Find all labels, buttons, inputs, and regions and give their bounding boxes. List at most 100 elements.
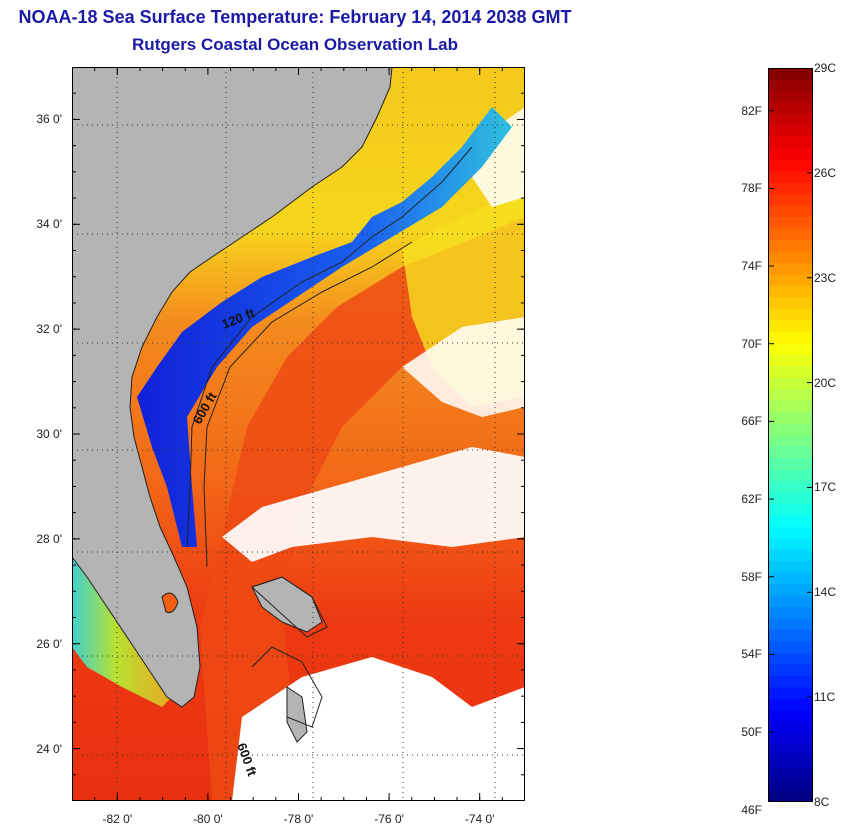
colorbar-band [768,423,813,436]
celsius-label: 26C [814,165,837,180]
colorbar-band [768,595,813,608]
colorbar-band [768,217,813,230]
colorbar-band [768,343,813,356]
fahrenheit-label: 50F [741,725,762,740]
fahrenheit-label: 70F [741,336,762,351]
colorbar-band [768,182,813,195]
colorbar-band [768,90,813,104]
colorbar-band [768,377,813,390]
fahrenheit-label: 62F [741,492,762,507]
colorbar-band [768,675,813,688]
cloud-cover [222,107,525,801]
colorbar-band [768,125,813,138]
fahrenheit-label: 66F [741,414,762,429]
colorbar-band [768,251,813,264]
colorbar-band [768,194,813,207]
colorbar-band [768,262,813,276]
lon-tick-label: -74 0' [464,812,495,826]
colorbar-band [768,664,813,677]
colorbar-band [768,687,813,700]
fahrenheit-label: 82F [741,103,762,118]
colorbar-band [768,274,813,287]
celsius-label: 11C [814,690,836,705]
lat-tick-label: 28 0' [36,531,62,546]
colorbar-band [768,607,813,620]
colorbar-band [768,68,813,81]
celsius-label: 29C [814,61,837,75]
colorbar-band [768,400,813,413]
colorbar-band [768,721,813,734]
celsius-label: 8C [814,795,830,809]
colorbar-band [768,767,813,780]
colorbar-band [768,308,813,321]
lon-tick-label: -78 0' [283,812,314,826]
colorbar-band [768,526,813,539]
colorbar-band [768,113,813,126]
colorbar-band [768,331,813,344]
map-subtitle: Rutgers Coastal Ocean Observation Lab [132,35,458,54]
colorbar-band [768,744,813,757]
lat-tick-label: 24 0' [36,741,62,756]
colorbar-band [768,366,813,379]
lat-tick-label: 30 0' [36,427,62,441]
colorbar-band [768,779,813,792]
fahrenheit-label: 58F [741,569,762,584]
colorbar-band [768,354,813,367]
colorbar-band [768,102,813,115]
map-title: NOAA-18 Sea Surface Temperature: Februar… [18,7,572,27]
colorbar-band [768,240,813,253]
colorbar-band [768,561,813,574]
colorbar-band [768,435,813,448]
colorbar-band [768,629,813,643]
lat-tick-label: 26 0' [36,636,62,651]
colorbar-band [768,641,813,654]
colorbar-band [768,618,813,631]
lake-okeechobee [161,592,179,613]
celsius-label: 14C [814,585,837,600]
colorbar-band [768,549,813,562]
colorbar-band [768,733,813,746]
colorbar-band [768,652,813,665]
colorbar-band [768,412,813,425]
colorbar-band [768,79,813,92]
celsius-label: 23C [814,270,837,285]
lon-tick-label: -80 0' [193,812,223,826]
colorbar-band [768,492,813,505]
fahrenheit-label: 54F [741,647,762,662]
bathymetry-contours [186,146,473,728]
colorbar-band [768,159,813,172]
colorbar-band [768,285,813,298]
celsius-label: 17C [814,480,837,495]
colorbar-band [768,710,813,723]
sst-map: 120 ft 600 ft 600 ft [72,67,525,801]
colorbar-band [768,389,813,402]
lat-tick-label: 32 0' [36,322,62,337]
celsius-label: 20C [814,375,837,390]
colorbar-band [768,572,813,585]
continental-shelf [137,107,512,547]
colorbar-band [768,790,813,802]
map-ticks [72,67,525,801]
colorbar-band [768,469,813,482]
lon-tick-label: -76 0' [374,812,404,826]
fahrenheit-label: 74F [741,259,762,274]
gulf-stream [200,217,525,801]
colorbar-band [768,297,813,310]
land-mass [72,67,393,708]
colorbar-band [768,698,813,711]
colorbar-band [768,446,813,459]
colorbar-band [768,756,813,769]
temperature-colorbar [768,68,813,802]
colorbar-band [768,457,813,471]
colorbar-band [768,515,813,528]
colorbar-band [768,320,813,333]
colorbar-band [768,205,813,218]
fahrenheit-label: 78F [741,181,762,196]
colorbar-band [768,171,813,184]
colorbar-band [768,148,813,161]
map-grid [72,67,525,801]
colorbar-band [768,136,813,149]
bahamas-island [286,686,308,743]
colorbar-band [768,228,813,241]
lat-tick-label: 34 0' [36,217,62,232]
